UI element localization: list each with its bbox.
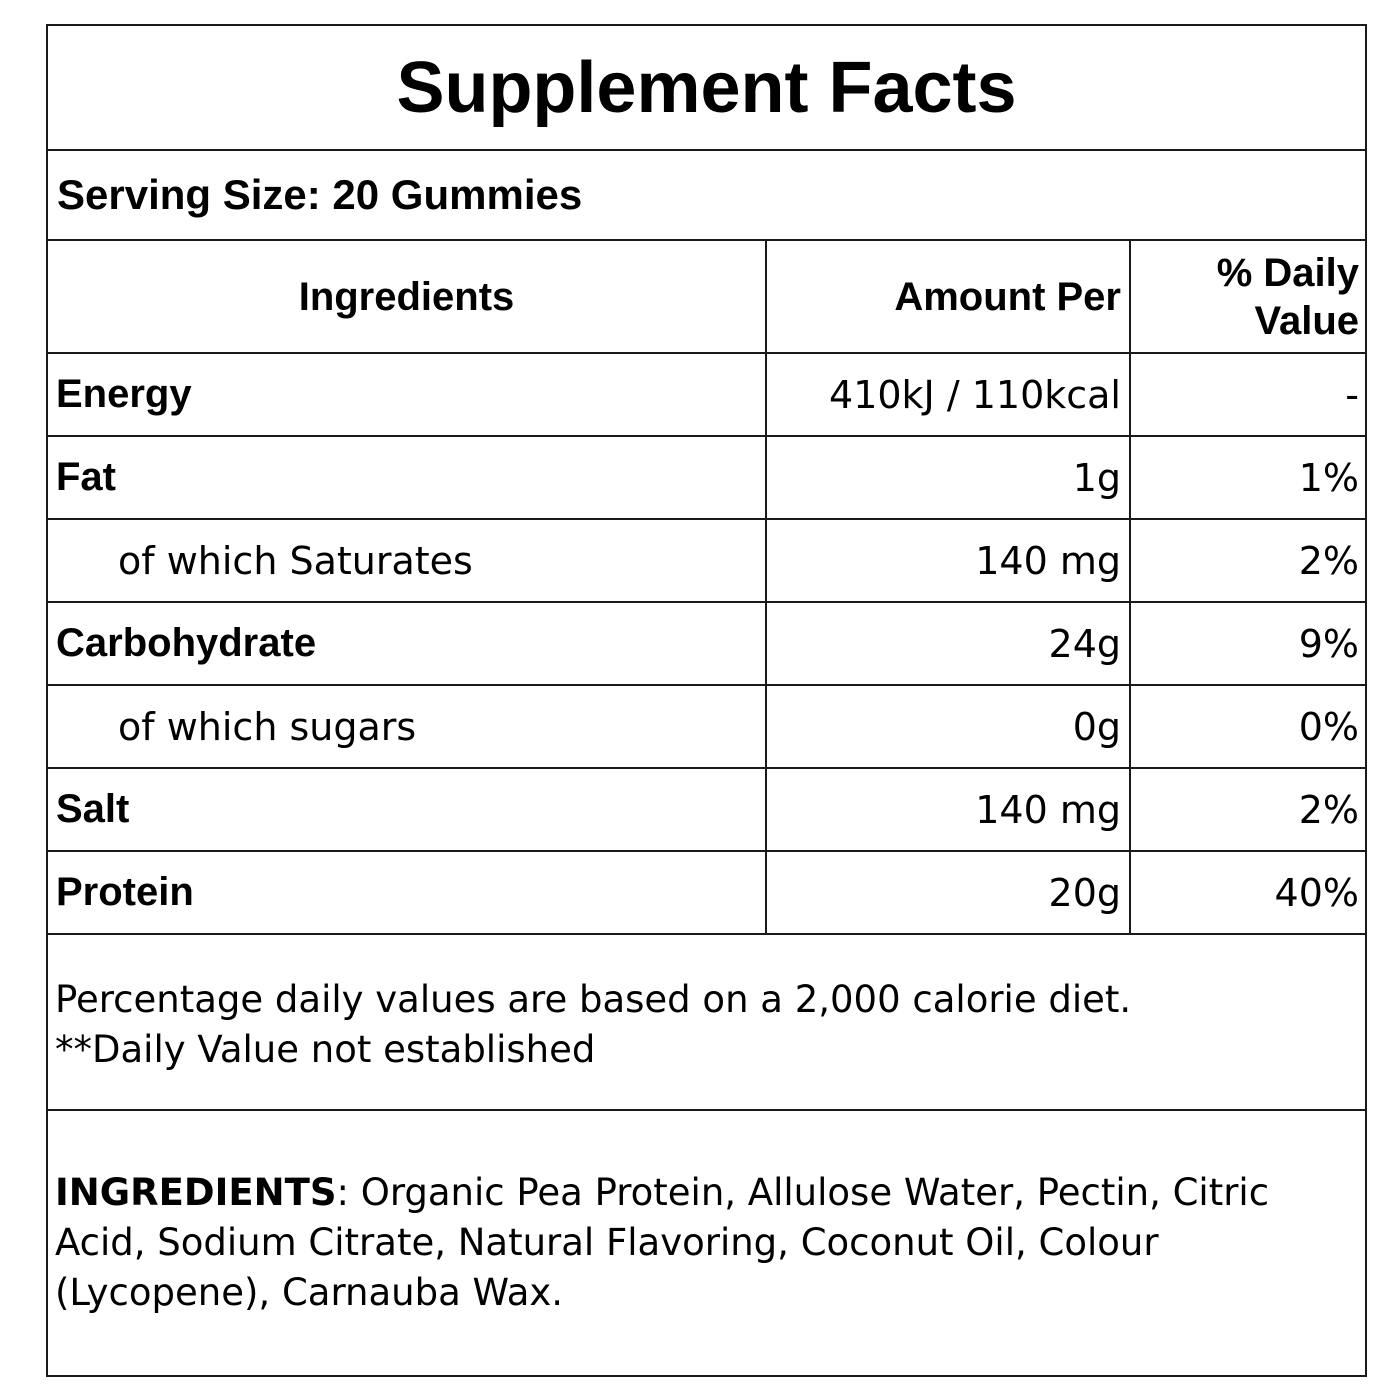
row-amount: 140 mg (765, 767, 1131, 852)
table-row: Salt 140 mg 2% (48, 767, 1367, 852)
nutrition-table: Ingredients Amount Per % Daily Value Ene… (48, 241, 1367, 935)
row-name: Protein (48, 850, 767, 935)
row-daily-value: 2% (1129, 518, 1367, 603)
title-section: Supplement Facts (48, 26, 1365, 151)
row-amount: 0g (765, 684, 1131, 769)
note-calorie-diet: Percentage daily values are based on a 2… (55, 978, 1132, 1021)
row-daily-value: 9% (1129, 601, 1367, 686)
row-daily-value: 1% (1129, 435, 1367, 520)
label-title: Supplement Facts (396, 47, 1017, 128)
row-amount: 1g (765, 435, 1131, 520)
table-row: Protein 20g 40% (48, 850, 1367, 935)
header-ingredients: Ingredients (48, 241, 767, 354)
row-name: Energy (48, 352, 767, 437)
serving-size: Serving Size: 20 Gummies (48, 151, 1365, 241)
row-daily-value: 2% (1129, 767, 1367, 852)
note-dv-not-established: **Daily Value not established (55, 1028, 596, 1071)
row-daily-value: - (1129, 352, 1367, 437)
row-name: Carbohydrate (48, 601, 767, 686)
table-header-row: Ingredients Amount Per % Daily Value (48, 241, 1367, 354)
row-name: Salt (48, 767, 767, 852)
row-name: of which sugars (48, 684, 767, 769)
row-name: Fat (48, 435, 767, 520)
ingredients-section: INGREDIENTS: Organic Pea Protein, Allulo… (48, 1111, 1365, 1377)
table-row: of which Saturates 140 mg 2% (48, 518, 1367, 603)
header-daily-value: % Daily Value (1129, 241, 1367, 354)
table-row: Fat 1g 1% (48, 435, 1367, 520)
ingredients-text: : Organic Pea Protein, Allulose Water, P… (55, 1171, 1270, 1314)
row-amount: 410kJ / 110kcal (765, 352, 1131, 437)
table-row: Energy 410kJ / 110kcal - (48, 352, 1367, 437)
ingredients-heading: INGREDIENTS (55, 1171, 337, 1214)
row-name: of which Saturates (48, 518, 767, 603)
header-amount: Amount Per (765, 241, 1131, 354)
table-row: Carbohydrate 24g 9% (48, 601, 1367, 686)
daily-value-notes: Percentage daily values are based on a 2… (48, 933, 1365, 1111)
row-amount: 20g (765, 850, 1131, 935)
row-daily-value: 40% (1129, 850, 1367, 935)
table-row: of which sugars 0g 0% (48, 684, 1367, 769)
row-amount: 24g (765, 601, 1131, 686)
row-amount: 140 mg (765, 518, 1131, 603)
row-daily-value: 0% (1129, 684, 1367, 769)
supplement-facts-label: Supplement Facts Serving Size: 20 Gummie… (46, 24, 1367, 1377)
